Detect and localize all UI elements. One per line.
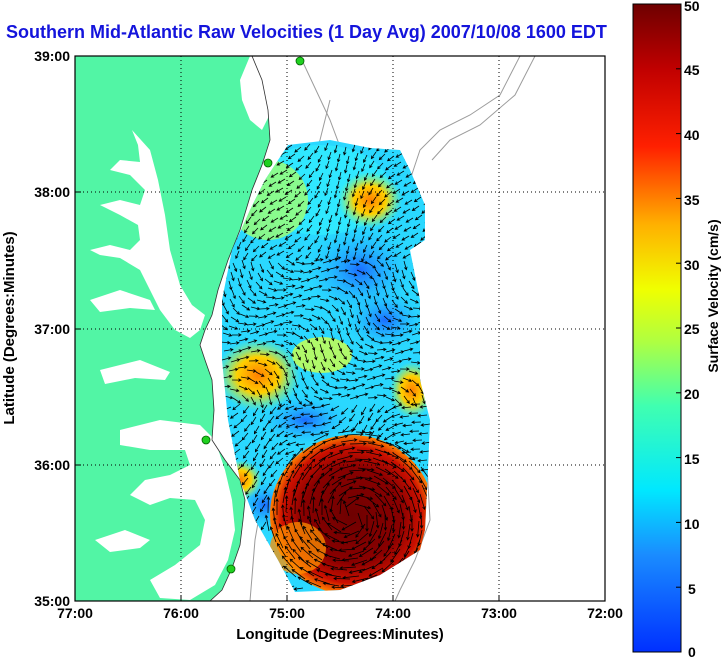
x-tick-label: 74:00 — [375, 605, 411, 621]
map-title: Southern Mid-Atlantic Raw Velocities (1 … — [6, 22, 607, 42]
radar-station — [263, 158, 273, 168]
x-tick-label: 73:00 — [481, 605, 517, 621]
colorbar-tick-label: 20 — [684, 386, 700, 402]
y-tick-labels: 39:00 38:00 37:00 36:00 35:00 — [34, 48, 70, 609]
radar-stations — [201, 56, 305, 574]
y-tick-label: 36:00 — [34, 457, 70, 473]
radar-station — [295, 56, 305, 66]
gridlines — [75, 56, 605, 601]
y-tick-label: 35:00 — [34, 593, 70, 609]
radar-station — [226, 564, 236, 574]
colorbar — [632, 3, 682, 653]
coastline — [199, 56, 271, 601]
river-inlets — [90, 290, 170, 552]
x-axis-label: Longitude (Degrees:Minutes) — [236, 626, 444, 643]
y-tick-label: 38:00 — [34, 184, 70, 200]
y-tick-label: 39:00 — [34, 48, 70, 64]
colorbar-label: Surface Velocity (cm/s) — [705, 219, 721, 372]
velocity-arrow-set — [222, 142, 430, 592]
radar-station — [201, 435, 211, 445]
y-tick-label: 37:00 — [34, 321, 70, 337]
velocity-vectors — [222, 142, 430, 592]
colorbar-tick-label: 35 — [684, 192, 700, 208]
colorbar-tick-label: 0 — [688, 644, 696, 659]
tick-marks — [75, 191, 500, 601]
x-tick-label: 75:00 — [269, 605, 305, 621]
pamlico-sound — [120, 420, 235, 600]
colorbar-tick-label: 45 — [684, 62, 700, 78]
y-axis-label: Latitude (Degrees:Minutes) — [1, 231, 18, 424]
x-tick-label: 77:00 — [57, 605, 93, 621]
x-tick-label: 72:00 — [587, 605, 623, 621]
colorbar-tick-label: 5 — [688, 581, 696, 597]
x-tick-label: 76:00 — [163, 605, 199, 621]
colorbar-tick-label: 15 — [684, 451, 700, 467]
delaware-bay — [240, 56, 272, 130]
x-tick-labels: 77:00 76:00 75:00 74:00 73:00 72:00 — [57, 605, 623, 621]
colorbar-tick-label: 40 — [684, 127, 700, 143]
colorbar-tick-labels: 50 45 40 35 30 25 20 15 10 5 0 — [684, 0, 700, 659]
chesapeake-bay — [90, 130, 205, 338]
colorbar-tick-label: 10 — [684, 516, 700, 532]
colorbar-tick-label: 30 — [684, 257, 700, 273]
colorbar-ticks — [676, 3, 681, 588]
colorbar-tick-label: 25 — [684, 321, 700, 337]
colorbar-tick-label: 50 — [684, 0, 700, 14]
